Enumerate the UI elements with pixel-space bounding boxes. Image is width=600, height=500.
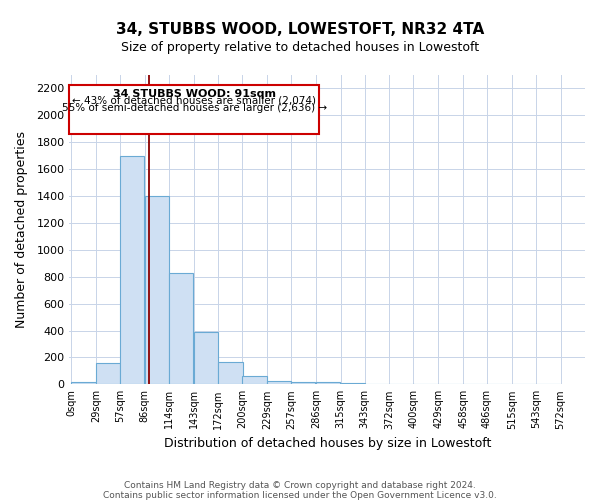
- Bar: [120, 156, 145, 384]
- Bar: [341, 383, 365, 384]
- Text: 34, STUBBS WOOD, LOWESTOFT, NR32 4TA: 34, STUBBS WOOD, LOWESTOFT, NR32 4TA: [116, 22, 484, 38]
- Text: 34 STUBBS WOOD: 91sqm: 34 STUBBS WOOD: 91sqm: [113, 89, 276, 99]
- Bar: [316, 382, 340, 384]
- Bar: [96, 364, 121, 384]
- Bar: [218, 362, 243, 384]
- Bar: [242, 376, 266, 384]
- Bar: [267, 381, 292, 384]
- Text: ← 43% of detached houses are smaller (2,074): ← 43% of detached houses are smaller (2,…: [73, 96, 316, 106]
- Bar: [169, 272, 193, 384]
- Bar: [145, 196, 169, 384]
- Bar: [70, 85, 319, 134]
- Text: Contains HM Land Registry data © Crown copyright and database right 2024.: Contains HM Land Registry data © Crown c…: [124, 481, 476, 490]
- Text: Contains public sector information licensed under the Open Government Licence v3: Contains public sector information licen…: [103, 491, 497, 500]
- X-axis label: Distribution of detached houses by size in Lowestoft: Distribution of detached houses by size …: [164, 437, 491, 450]
- Text: Size of property relative to detached houses in Lowestoft: Size of property relative to detached ho…: [121, 41, 479, 54]
- Bar: [194, 332, 218, 384]
- Y-axis label: Number of detached properties: Number of detached properties: [15, 131, 28, 328]
- Bar: [71, 382, 95, 384]
- Text: 55% of semi-detached houses are larger (2,636) →: 55% of semi-detached houses are larger (…: [62, 102, 327, 113]
- Bar: [291, 382, 316, 384]
